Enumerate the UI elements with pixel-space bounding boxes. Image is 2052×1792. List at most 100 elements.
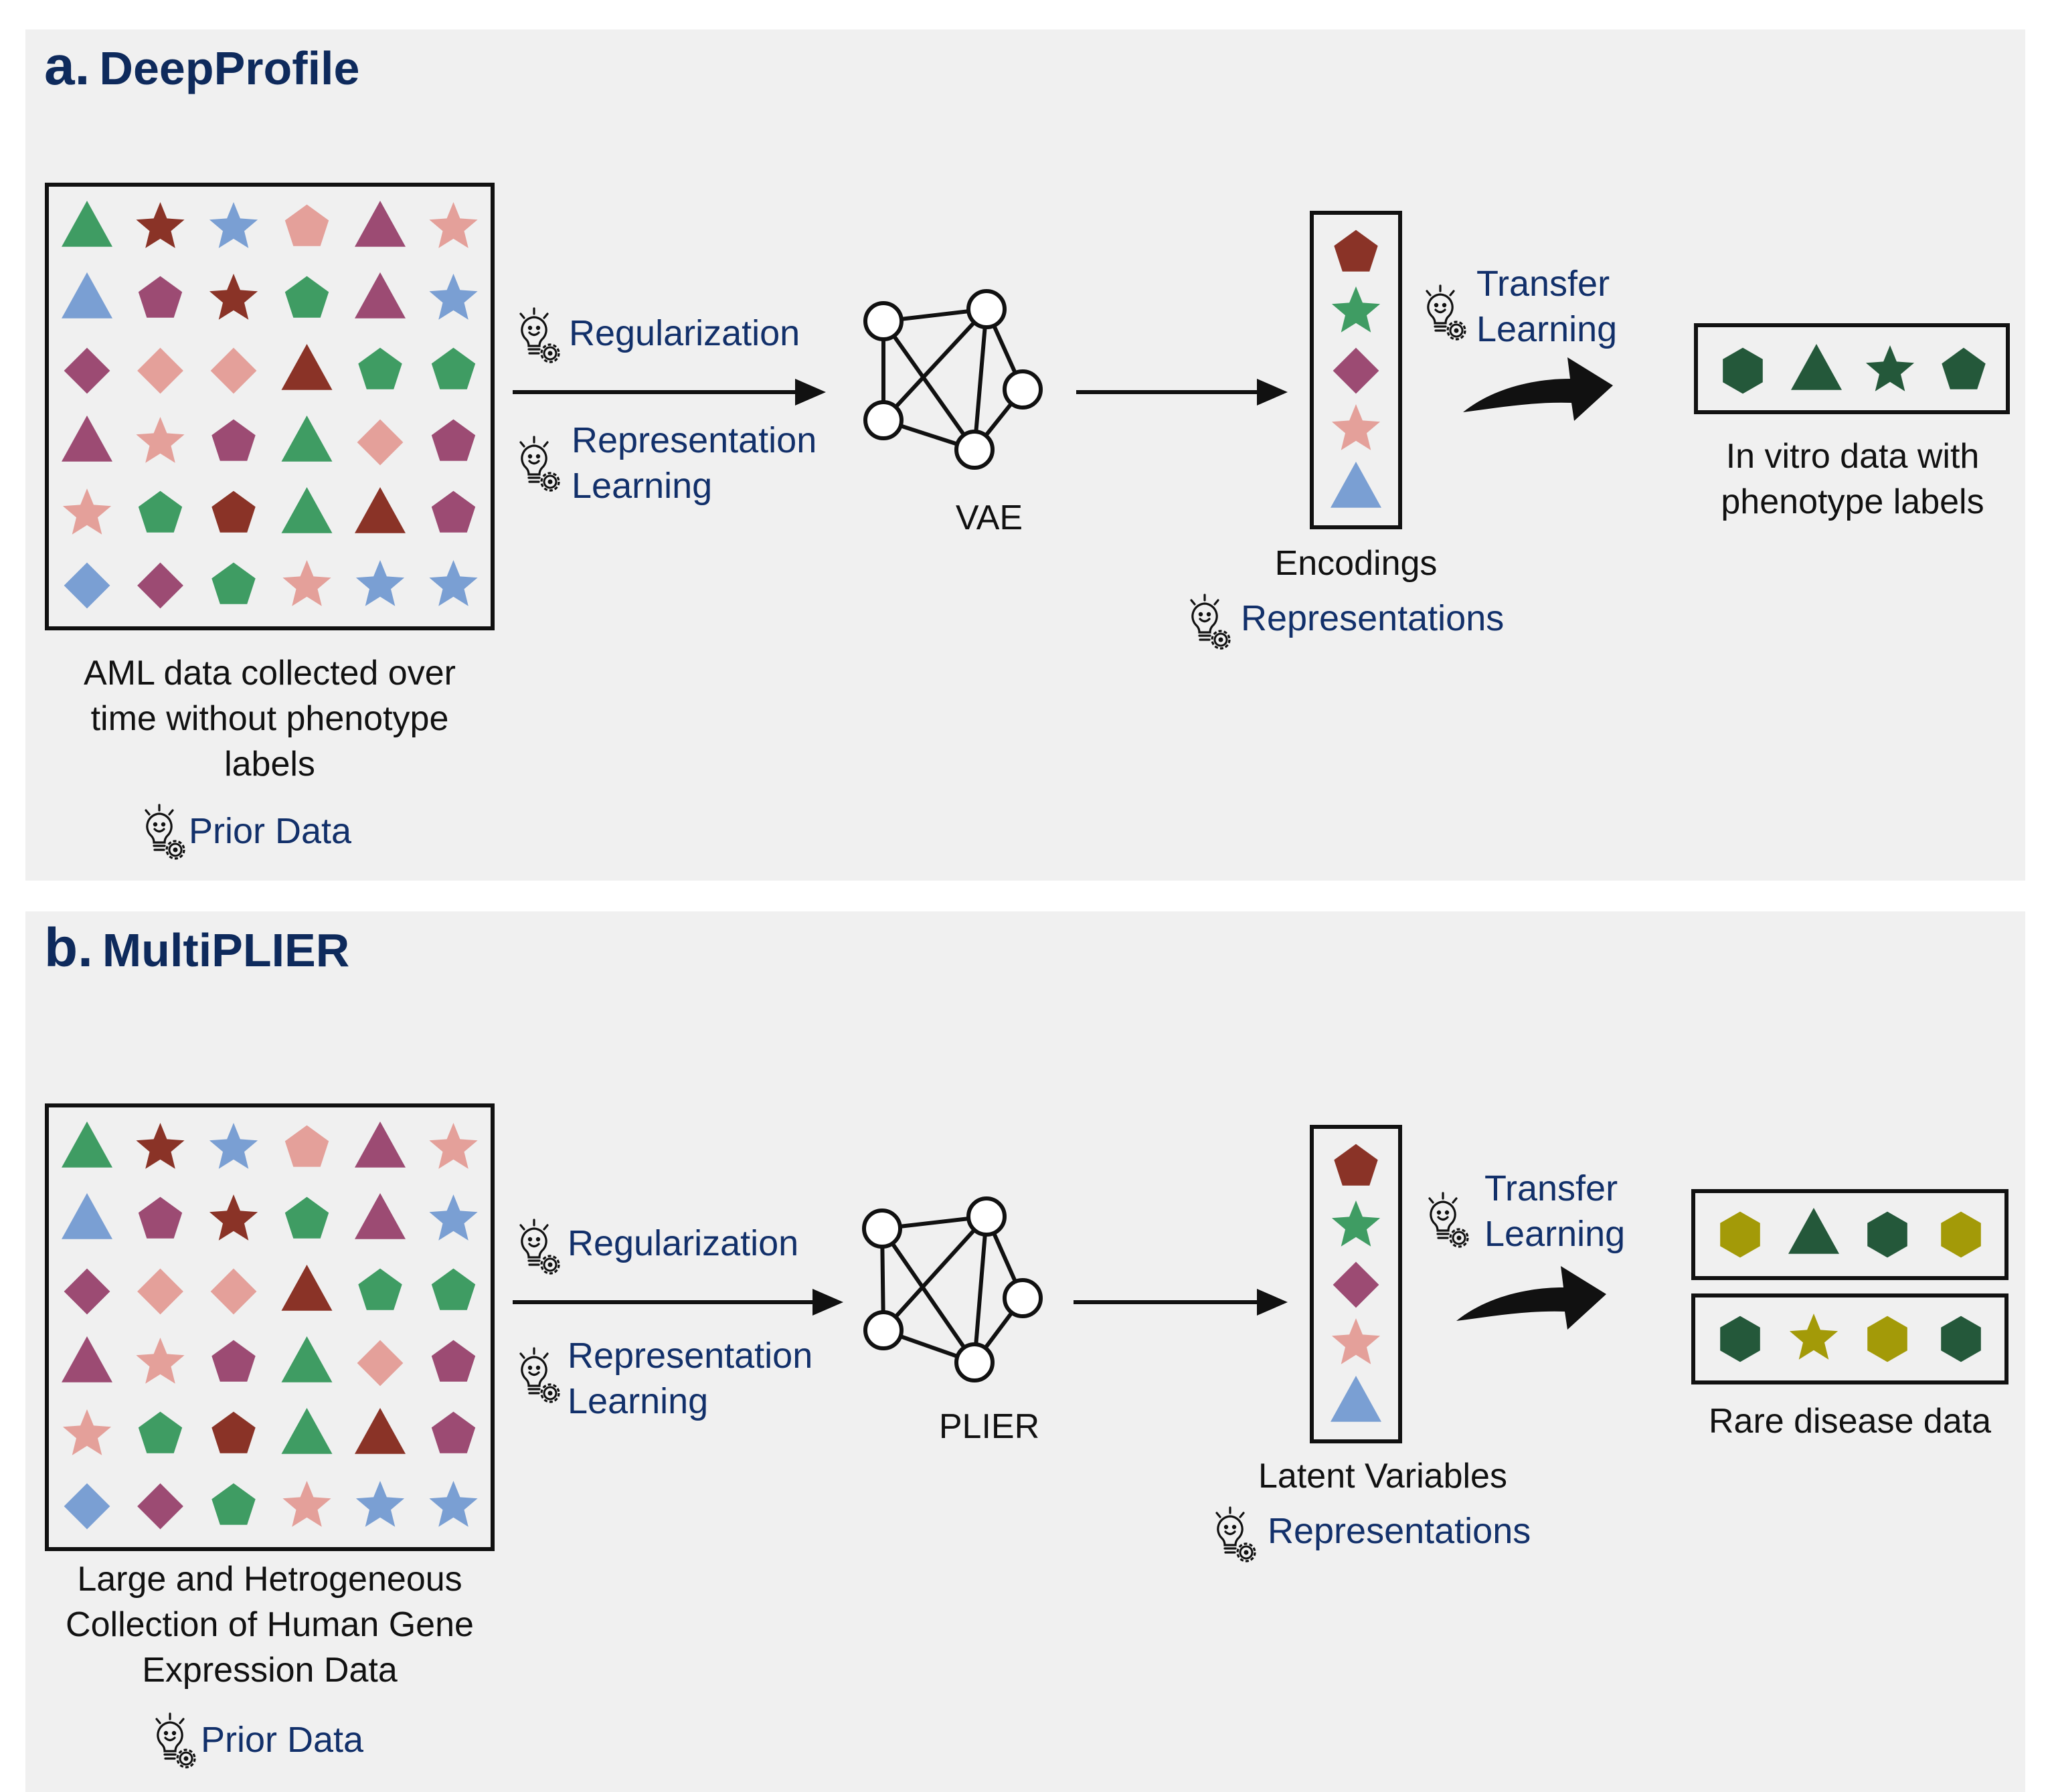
darkgreen-hexagon-shape <box>1720 1316 1760 1362</box>
pink-star-shape <box>429 1123 478 1169</box>
data-matrix-shapes <box>62 1122 478 1530</box>
olive-star-shape <box>1789 1314 1839 1360</box>
network-node <box>1003 1278 1043 1318</box>
network-edge <box>972 308 989 450</box>
data-description: Large and Hetrogeneous Collection of Hum… <box>47 1556 493 1693</box>
green-pentagon-shape <box>138 490 183 533</box>
darkgreen-pentagon-shape <box>1942 347 1986 389</box>
green-pentagon-shape <box>431 347 476 389</box>
panel-title: a. DeepProfile <box>44 39 359 94</box>
transfer-arrow <box>1463 357 1613 421</box>
label-line: Learning <box>568 1381 709 1421</box>
arrow-to-latent-variables <box>1074 1289 1288 1316</box>
data-matrix-shapes <box>62 201 478 609</box>
blue-diamond-shape <box>64 1483 110 1530</box>
pink-diamond-shape <box>357 1340 404 1386</box>
label-line: AML data collected over <box>84 654 456 693</box>
green-triangle-shape <box>62 1122 112 1168</box>
darkgreen-hexagon-shape <box>1867 1211 1907 1258</box>
prior-data-label: Prior Data <box>189 811 352 851</box>
green-star-shape <box>1331 1200 1381 1247</box>
panel-name: DeepProfile <box>99 42 360 94</box>
green-pentagon-shape <box>431 1268 476 1310</box>
lightbulb-gear-icon <box>1428 1192 1469 1248</box>
data-matrix-box <box>45 1103 495 1551</box>
representation-learning-label: Representation Learning <box>572 418 817 509</box>
label-line: Rare disease data <box>1708 1402 1992 1441</box>
darkred-pentagon-shape <box>1334 230 1378 272</box>
target-data-shapes <box>1723 344 1986 394</box>
pink-star-shape <box>136 1338 185 1384</box>
network-graph <box>862 1196 1043 1382</box>
blue-star-shape <box>355 560 405 606</box>
label-line: Expression Data <box>142 1651 398 1690</box>
network-node <box>863 1310 904 1350</box>
darkgreen-triangle-shape <box>1791 344 1842 390</box>
network-edge <box>881 307 989 422</box>
network-edge <box>881 320 976 451</box>
encoding-shapes <box>1331 230 1381 508</box>
blue-triangle-shape <box>1331 462 1381 508</box>
green-pentagon-shape <box>211 1483 256 1525</box>
lightbulb-gear-icon <box>519 1347 560 1403</box>
target-data-label: In vitro data with phenotype labels <box>1679 434 2027 525</box>
olive-hexagon-shape <box>1941 1211 1981 1258</box>
lightbulb-gear-icon <box>145 804 185 860</box>
blue-star-shape <box>429 274 478 320</box>
network-node <box>966 1196 1007 1237</box>
darkred-star-shape <box>136 1123 185 1169</box>
transfer-arrow <box>1456 1266 1606 1330</box>
darkred-triangle-shape <box>281 344 333 390</box>
green-pentagon-shape <box>358 347 402 389</box>
darkgreen-star-shape <box>1865 345 1915 391</box>
green-pentagon-shape <box>138 1411 183 1453</box>
purple-pentagon-shape <box>211 1340 256 1382</box>
purple-diamond-shape <box>137 562 183 609</box>
arrow-to-model <box>513 379 826 406</box>
label-line: In vitro data with <box>1725 437 1980 476</box>
pink-pentagon-shape <box>284 204 329 246</box>
darkgreen-hexagon-shape <box>1723 347 1763 394</box>
green-triangle-shape <box>62 201 112 247</box>
purple-diamond-shape <box>137 1483 183 1530</box>
purple-pentagon-shape <box>431 1340 476 1382</box>
blue-star-shape <box>209 202 258 248</box>
purple-pentagon-shape <box>431 1411 476 1453</box>
green-pentagon-shape <box>211 562 256 604</box>
purple-diamond-shape <box>64 1268 110 1315</box>
regularization-label: Regularization <box>568 1223 799 1263</box>
purple-pentagon-shape <box>431 419 476 461</box>
purple-triangle-shape <box>355 1122 406 1168</box>
purple-triangle-shape <box>355 272 406 319</box>
purple-pentagon-shape <box>211 419 256 461</box>
panel-deepprofile: a. DeepProfile AML data collected over ti… <box>25 29 2025 881</box>
lightbulb-gear-icon <box>1215 1506 1256 1562</box>
network-node <box>966 289 1007 329</box>
label-line: Transfer <box>1484 1168 1618 1208</box>
darkred-pentagon-shape <box>1334 1144 1378 1186</box>
label-line: Representation <box>572 420 817 460</box>
representation-learning-label: Representation Learning <box>568 1333 813 1424</box>
blue-star-shape <box>429 560 478 606</box>
darkgreen-triangle-shape <box>1788 1208 1839 1254</box>
transfer-learning-label: Transfer Learning <box>1476 261 1617 352</box>
purple-triangle-shape <box>62 1336 112 1382</box>
lightbulb-gear-icon <box>1426 284 1466 341</box>
darkred-triangle-shape <box>355 1408 406 1454</box>
panel-a-diagram <box>45 183 2010 630</box>
green-triangle-shape <box>281 1408 333 1454</box>
purple-diamond-shape <box>1333 347 1379 394</box>
latent-variable-shapes <box>1331 1144 1381 1422</box>
darkred-triangle-shape <box>355 487 406 533</box>
darkred-pentagon-shape <box>211 1411 256 1453</box>
pink-pentagon-shape <box>284 1125 329 1167</box>
pink-star-shape <box>1331 404 1381 450</box>
network-graph <box>863 289 1043 470</box>
lightbulb-gear-icon <box>519 1219 560 1275</box>
purple-diamond-shape <box>64 347 110 394</box>
label-line: time without phenotype <box>90 699 449 738</box>
label-line: phenotype labels <box>1721 482 1984 521</box>
darkgreen-hexagon-shape <box>1941 1316 1981 1362</box>
label-line: Large and Hetrogeneous <box>77 1560 462 1599</box>
label-line: Collection of Human Gene <box>66 1605 474 1644</box>
